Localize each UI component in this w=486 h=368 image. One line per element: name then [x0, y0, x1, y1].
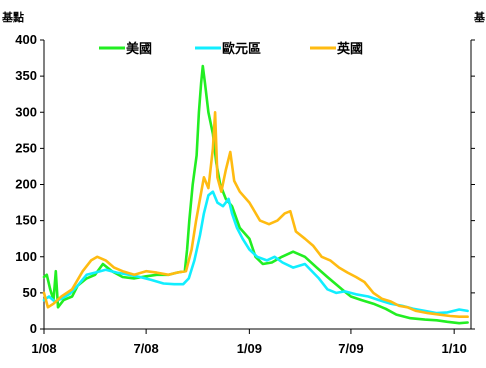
y-tick-label: 300 [15, 104, 37, 119]
series-line-0 [42, 64, 469, 325]
right-axis-unit-label: 基 [473, 10, 486, 24]
y-tick-label: 0 [30, 321, 37, 336]
x-tick-label: 1/09 [237, 341, 262, 356]
x-tick-label: 7/09 [338, 341, 363, 356]
y-tick-label: 100 [15, 249, 37, 264]
series-line-1 [42, 190, 469, 315]
legend: 美國 歐元區 英國 [99, 41, 363, 57]
y-tick-label: 400 [15, 32, 37, 47]
y-tick-label: 50 [23, 285, 37, 300]
plot-area: 0 50 100 150 200 250 300 350 400 1/08 7/08 1/09 7/09… [15, 32, 475, 356]
legend-label-0: 美國 [126, 41, 152, 57]
y-tick-label: 150 [15, 213, 37, 228]
series-line-2 [42, 111, 469, 318]
y-tick-label: 250 [15, 140, 37, 155]
legend-label-2: 英國 [336, 41, 363, 57]
x-tick-label: 7/08 [133, 341, 158, 356]
x-tick-label: 1/10 [442, 341, 467, 356]
y-tick-label: 200 [15, 177, 37, 192]
x-tick-label: 1/08 [31, 341, 56, 356]
y-axis-unit-label: 基點 [1, 10, 24, 24]
y-tick-label: 350 [15, 68, 37, 83]
series-layer [42, 64, 469, 325]
legend-label-1: 歐元區 [222, 41, 261, 57]
